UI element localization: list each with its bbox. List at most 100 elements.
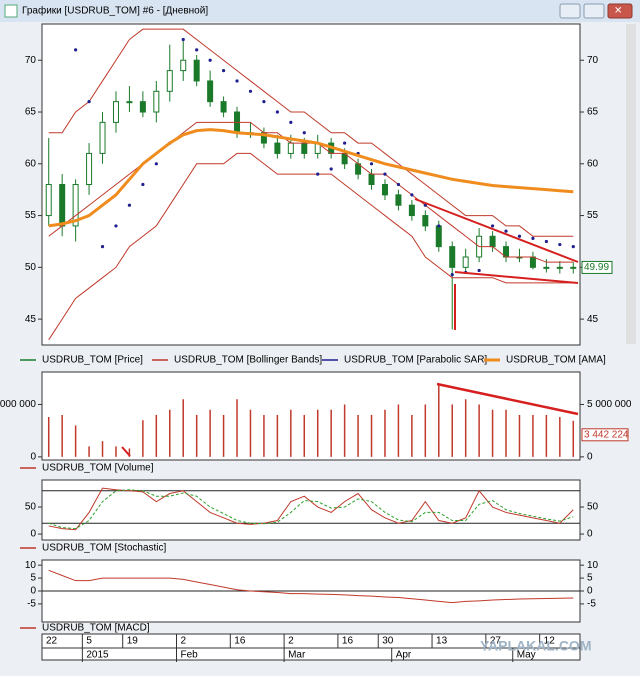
sar-dot xyxy=(275,110,279,114)
y-tick-label: 5 000 000 xyxy=(587,399,632,410)
day-label: 22 xyxy=(46,636,58,647)
window-icon xyxy=(4,4,18,18)
candle-body xyxy=(489,235,496,248)
candle-body xyxy=(99,121,106,154)
y-tick-label: 50 xyxy=(25,502,37,513)
y-tick-label: 60 xyxy=(587,158,599,169)
day-label: 13 xyxy=(436,636,448,647)
candle-body xyxy=(166,70,173,92)
sar-dot xyxy=(221,68,226,73)
legend-label: USDRUB_TOM [Parabolic SAR] xyxy=(344,355,487,366)
day-label: 2 xyxy=(288,636,294,647)
trend-line xyxy=(454,271,579,284)
day-label: 16 xyxy=(342,636,354,647)
y-tick-label: 70 xyxy=(587,55,599,66)
candle-body xyxy=(274,142,281,154)
sar-dot xyxy=(127,203,132,207)
candle-body xyxy=(449,246,456,268)
y-tick-label: 55 xyxy=(25,210,37,221)
y-tick-label: 65 xyxy=(587,107,599,118)
candle-body xyxy=(368,173,375,185)
series-line xyxy=(48,569,574,604)
candle-body xyxy=(180,59,187,72)
day-label: 12 xyxy=(544,636,556,647)
candle-body xyxy=(112,101,119,123)
month-label: Apr xyxy=(396,650,412,661)
candle-body xyxy=(86,152,93,186)
legend-label: USDRUB_TOM [Price] xyxy=(42,355,143,366)
plot-area xyxy=(41,371,581,461)
last-value-box xyxy=(581,260,613,274)
y-tick-label: 50 xyxy=(25,262,37,273)
candle-body xyxy=(435,225,442,248)
scrollbar[interactable] xyxy=(626,24,636,344)
maximize-button[interactable] xyxy=(583,3,605,19)
trend-line xyxy=(436,382,579,416)
sar-dot xyxy=(154,162,158,166)
day-label: 19 xyxy=(127,636,139,647)
candle-body xyxy=(193,59,200,82)
close-icon: ✕ xyxy=(614,6,622,17)
series-line xyxy=(48,489,574,530)
day-label: 30 xyxy=(382,636,394,647)
sar-dot xyxy=(262,100,266,104)
day-label: 16 xyxy=(234,636,246,647)
sar-dot xyxy=(517,234,522,238)
sar-dot xyxy=(396,182,401,187)
series-line xyxy=(48,152,574,341)
series-line xyxy=(48,128,574,228)
y-tick-label: 55 xyxy=(587,210,599,221)
y-tick-label: 0 xyxy=(587,586,593,597)
window-title: Графики [USDRUB_TOM] #6 - [Дневной] xyxy=(22,5,208,17)
legend-label: USDRUB_TOM [Volume] xyxy=(42,463,154,474)
plots: 454550505555606065657070USDRUB_TOM [Pric… xyxy=(0,23,632,662)
series-line xyxy=(48,487,574,531)
sar-dot xyxy=(383,172,387,176)
watermark: YAPLAKAL.COM xyxy=(480,638,592,654)
candle-body xyxy=(72,184,79,227)
sar-dot xyxy=(437,224,441,228)
y-tick-label: 5 xyxy=(30,573,36,584)
sar-dot xyxy=(100,245,105,249)
last-value-label: 49.99 xyxy=(584,262,609,273)
plot-area xyxy=(41,23,581,346)
mark xyxy=(121,446,131,457)
month-label: Mar xyxy=(288,650,306,661)
y-tick-label: 10 xyxy=(25,560,37,571)
sar-dot xyxy=(248,89,253,93)
y-tick-label: 45 xyxy=(587,314,599,325)
day-label: 2 xyxy=(181,636,187,647)
legend-label: USDRUB_TOM [Bollinger Bands] xyxy=(174,355,322,366)
candle-body xyxy=(422,215,429,227)
last-value-box xyxy=(581,428,629,442)
candle-body xyxy=(220,101,227,113)
candle-body xyxy=(408,204,415,217)
candle-body xyxy=(59,184,66,227)
title-bar xyxy=(0,0,640,22)
plot-area xyxy=(41,479,581,541)
y-tick-label: 0 xyxy=(30,529,36,540)
sar-dot xyxy=(531,236,535,240)
sar-dot xyxy=(208,58,212,62)
candle-body xyxy=(139,101,146,113)
sar-dot xyxy=(450,272,454,277)
sar-dot xyxy=(329,167,333,171)
trend-line xyxy=(414,198,579,263)
month-label: Feb xyxy=(181,650,199,661)
y-tick-label: 45 xyxy=(25,314,37,325)
y-tick-label: -5 xyxy=(27,599,36,610)
minimize-button[interactable] xyxy=(559,3,581,19)
sar-dot xyxy=(477,268,481,273)
date-axis xyxy=(41,633,581,661)
sar-dot xyxy=(369,162,374,166)
close-button[interactable] xyxy=(607,3,633,19)
candle-body xyxy=(556,266,563,269)
y-tick-label: 5 000 000 xyxy=(0,399,36,410)
sar-dot xyxy=(141,182,145,187)
candle-body xyxy=(287,142,294,154)
sar-dot xyxy=(316,172,320,176)
candle-body xyxy=(45,184,52,217)
candle-body xyxy=(301,142,308,154)
y-tick-label: -5 xyxy=(587,599,596,610)
